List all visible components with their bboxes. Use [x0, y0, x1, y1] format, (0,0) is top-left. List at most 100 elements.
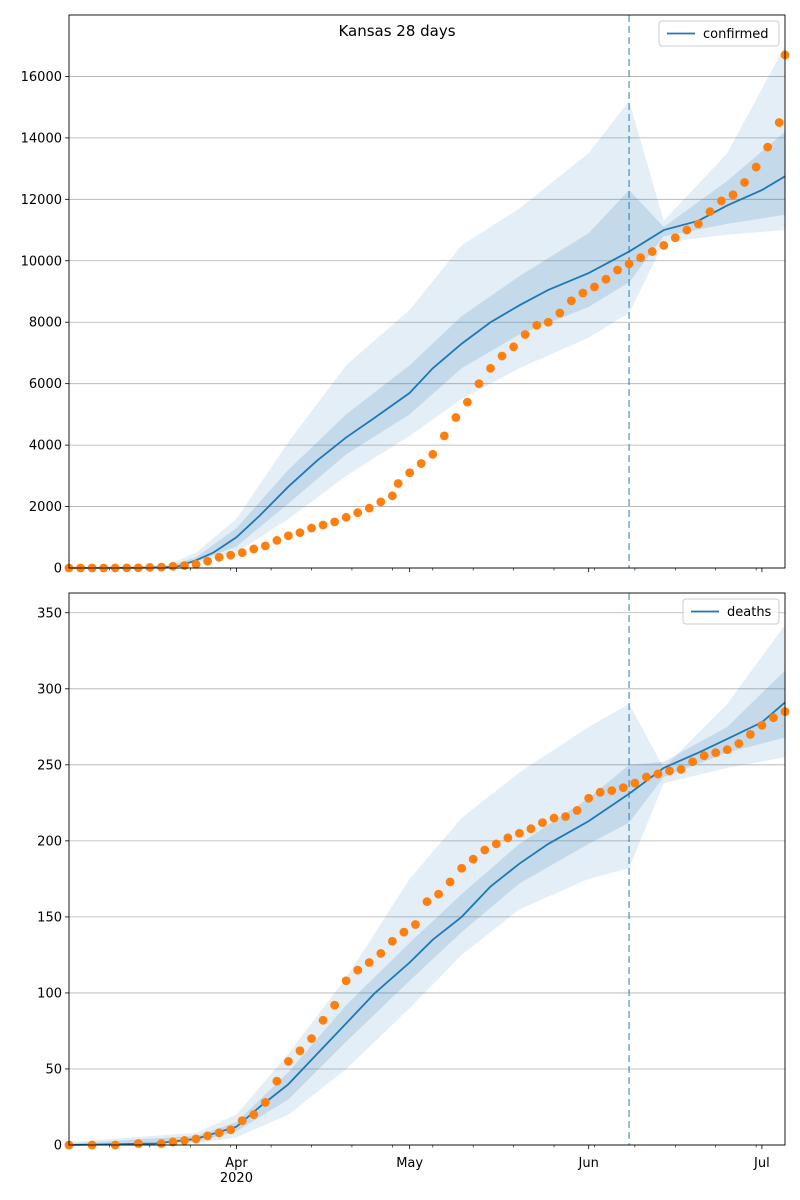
observed-point — [769, 713, 778, 723]
y-tick-label: 150 — [37, 910, 62, 925]
observed-point — [578, 288, 588, 298]
observed-point — [480, 845, 490, 855]
outer-uncertainty-band — [69, 45, 785, 568]
observed-point — [774, 118, 784, 127]
observed-point — [168, 1137, 178, 1147]
observed-point — [307, 523, 316, 533]
observed-point — [636, 253, 646, 263]
observed-point — [624, 259, 634, 269]
y-tick-label: 0 — [54, 1139, 62, 1154]
observed-point — [670, 233, 680, 243]
observed-point — [474, 379, 484, 389]
observed-point — [642, 772, 651, 782]
x-tick-label: Jul — [753, 1156, 770, 1171]
observed-point — [318, 520, 328, 530]
y-tick-label: 12000 — [21, 193, 62, 208]
observed-point — [387, 491, 397, 501]
observed-point — [237, 548, 247, 558]
y-tick-label: 4000 — [29, 439, 62, 454]
observed-point — [595, 787, 605, 797]
observed-point — [763, 142, 773, 152]
observed-point — [284, 1056, 293, 1066]
observed-point — [734, 739, 744, 748]
observed-point — [699, 751, 709, 761]
observed-point — [203, 556, 212, 566]
observed-point — [353, 508, 363, 518]
y-tick-label: 10000 — [21, 254, 62, 269]
observed-point — [451, 413, 461, 422]
observed-point — [445, 877, 455, 887]
observed-point — [468, 854, 478, 864]
observed-point — [364, 503, 374, 513]
observed-point — [226, 1125, 236, 1135]
observed-point — [555, 308, 565, 318]
x-tick-label: Jun — [578, 1156, 599, 1171]
observed-point — [463, 397, 472, 407]
x-tick-label: Apr — [225, 1156, 248, 1171]
observed-point — [630, 778, 640, 788]
observed-point — [618, 783, 628, 793]
observed-point — [607, 786, 617, 796]
observed-point — [584, 793, 594, 803]
observed-point — [705, 207, 715, 217]
observed-point — [399, 927, 409, 937]
x-year-label: 2020 — [220, 1171, 253, 1186]
deaths-panel: 0 50 100 150 200 250 300 350 Apr May Jun Jul 2020 dea… — [37, 592, 790, 1186]
observed-point — [740, 178, 749, 187]
observed-point — [745, 730, 755, 739]
legend-box — [682, 598, 780, 625]
observed-point — [520, 330, 530, 339]
observed-point — [728, 190, 738, 200]
observed-point — [590, 282, 599, 292]
observed-point — [486, 363, 495, 373]
observed-point — [376, 497, 386, 507]
observed-point — [405, 468, 415, 478]
observed-point — [503, 833, 513, 843]
observed-point — [566, 296, 576, 306]
observed-point — [422, 897, 432, 907]
observed-point — [249, 544, 259, 554]
y-tick-label: 0 — [54, 562, 62, 577]
observed-point — [133, 1139, 143, 1148]
observed-point — [682, 225, 692, 235]
observed-point — [428, 449, 438, 459]
observed-point — [538, 818, 547, 828]
y-tick-label: 2000 — [29, 500, 62, 515]
observed-point — [330, 1000, 340, 1010]
observed-point — [416, 459, 426, 468]
legend-label: confirmed — [703, 27, 769, 42]
observed-point — [613, 265, 622, 275]
observed-point — [387, 936, 397, 946]
observed-point — [214, 1128, 224, 1138]
observed-point — [168, 561, 178, 571]
observed-point — [491, 839, 501, 849]
observed-point — [307, 1034, 316, 1043]
axes-frame — [68, 592, 786, 1146]
confirmed-panel: 0 2000 4000 6000 8000 10000 12000 14000 16000 con… — [21, 14, 790, 577]
observed-point — [549, 813, 559, 823]
observed-point — [237, 1116, 247, 1126]
observed-point — [191, 559, 201, 569]
observed-point — [722, 745, 732, 755]
observed-point — [757, 720, 767, 730]
observed-point — [693, 219, 703, 229]
observed-point — [203, 1131, 212, 1141]
observed-point — [543, 317, 553, 327]
y-tick-label: 14000 — [21, 131, 62, 146]
observed-point — [676, 764, 686, 774]
x-tick-label: May — [396, 1156, 423, 1171]
observed-point — [439, 431, 449, 441]
y-tick-label: 250 — [37, 758, 62, 773]
observed-point — [249, 1110, 259, 1119]
observed-point — [272, 1076, 282, 1086]
observed-point — [497, 351, 507, 361]
y-tick-label: 350 — [37, 606, 62, 621]
figure-title: Kansas 28 days — [338, 22, 455, 40]
observed-point — [665, 766, 674, 776]
y-tick-label: 50 — [45, 1062, 62, 1077]
observed-point — [653, 769, 663, 779]
y-tick-label: 16000 — [21, 70, 62, 85]
observed-point — [509, 342, 519, 352]
observed-point — [284, 531, 293, 541]
observed-point — [526, 824, 536, 834]
